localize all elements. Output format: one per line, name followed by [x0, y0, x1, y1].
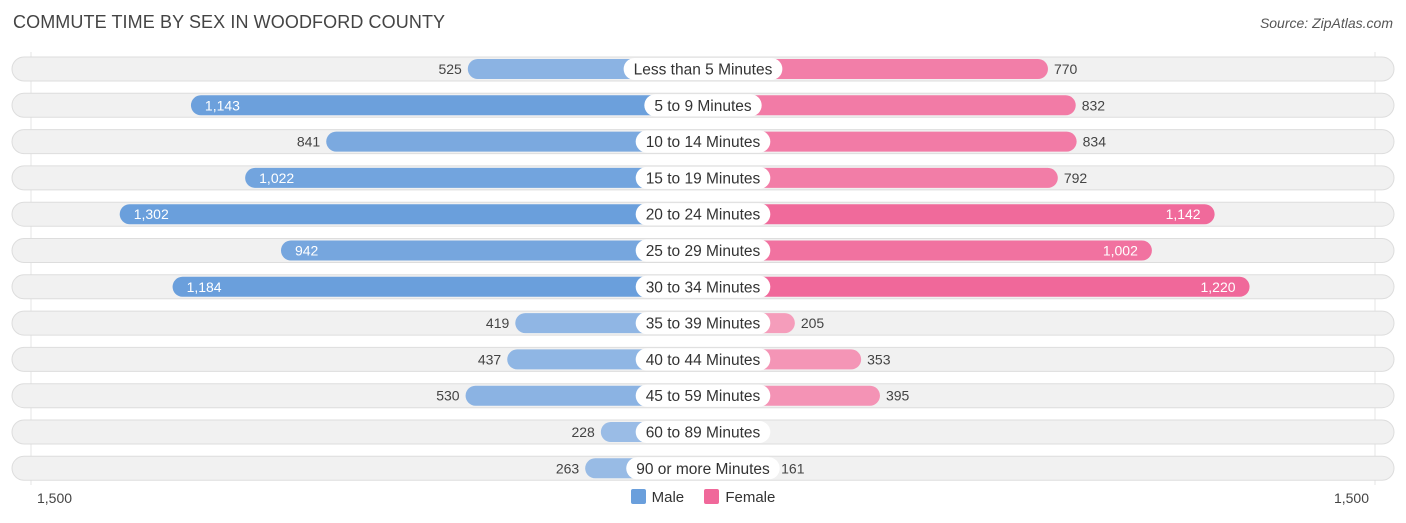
data-label-male: 841 — [297, 134, 321, 150]
data-label-female: 353 — [867, 351, 891, 367]
category-label: Less than 5 Minutes — [634, 62, 773, 79]
chart-row: 1,302 1,142 20 to 24 Minutes — [11, 201, 1395, 227]
legend-swatch-female — [704, 488, 720, 504]
bar-male — [119, 204, 704, 225]
data-label-male: 263 — [556, 460, 580, 476]
chart-row: 263 161 90 or more Minutes — [11, 455, 1395, 481]
category-label: 40 to 44 Minutes — [646, 352, 761, 369]
category-label: 15 to 19 Minutes — [646, 170, 761, 187]
bar-female — [703, 204, 1215, 225]
chart-row: 2287860 to 89 Minutes — [11, 419, 1395, 445]
category-pill — [635, 130, 771, 153]
category-label: 30 to 34 Minutes — [646, 279, 761, 296]
data-label-male: 419 — [486, 315, 510, 331]
category-pill — [635, 203, 771, 226]
data-label-female: 205 — [801, 315, 825, 331]
category-pill — [635, 421, 771, 443]
bar-male — [280, 240, 703, 261]
bar-male — [245, 167, 704, 188]
legend-swatch-male — [630, 488, 646, 504]
category-label: 25 to 29 Minutes — [646, 243, 761, 260]
data-label-male: 1,022 — [259, 170, 294, 186]
bar-female — [703, 276, 1250, 297]
data-label-female: 1,002 — [1103, 243, 1138, 259]
category-pill — [635, 348, 771, 371]
category-pill — [635, 239, 771, 262]
category-label: 35 to 39 Minutes — [646, 316, 761, 333]
category-pill — [635, 384, 771, 407]
legend-item-female[interactable]: Female — [704, 488, 776, 506]
category-label: 90 or more Minutes — [636, 461, 770, 478]
bar-female — [703, 167, 1058, 188]
category-label: 60 to 89 Minutes — [646, 425, 761, 442]
legend-label-female: Female — [725, 488, 776, 506]
data-label-female: 161 — [781, 460, 805, 476]
data-label-male: 228 — [571, 424, 595, 440]
category-pill — [644, 94, 762, 117]
data-label-female: 770 — [1054, 61, 1078, 77]
source-note: Source: ZipAtlas.com — [1259, 15, 1393, 31]
chart-row: 530 395 45 to 59 Minutes — [11, 383, 1395, 409]
axis-left-label: 1,500 — [37, 490, 73, 506]
chart-row: 437 353 40 to 44 Minutes — [11, 346, 1395, 372]
data-label-male: 437 — [478, 351, 502, 367]
axis-right-label: 1,500 — [1333, 490, 1369, 506]
data-label-male: 525 — [438, 61, 462, 77]
category-pill — [623, 58, 783, 80]
bar-female — [703, 240, 1152, 261]
data-label-male: 1,184 — [187, 279, 222, 295]
chart-row: 1,184 1,220 30 to 34 Minutes — [11, 274, 1395, 300]
data-label-female: 834 — [1083, 134, 1107, 150]
category-pill — [635, 312, 771, 335]
chart-area: 525 770 Less than 5 Minutes 1,143 832 5 to 9 … — [11, 52, 1395, 485]
bar-female — [703, 131, 1077, 152]
chart-row: 419 205 35 to 39 Minutes — [11, 310, 1395, 336]
data-label-female: 1,142 — [1166, 206, 1201, 222]
legend-item-male[interactable]: Male — [630, 488, 685, 506]
data-label-female: 395 — [886, 388, 910, 404]
bar-male — [190, 95, 703, 116]
data-label-female: 1,220 — [1201, 279, 1236, 295]
chart-row: 942 1,002 25 to 29 Minutes — [11, 238, 1395, 263]
bar-male — [326, 131, 703, 152]
category-label: 45 to 59 Minutes — [646, 388, 761, 405]
legend: Male Female — [0, 488, 1406, 506]
bar-female — [703, 95, 1076, 116]
data-label-female: 832 — [1082, 97, 1106, 113]
chart-row: 1,022 792 15 to 19 Minutes — [11, 165, 1395, 191]
category-pill — [626, 457, 780, 480]
data-label-female: 792 — [1064, 170, 1088, 186]
chart-title: COMMUTE TIME BY SEX IN WOODFORD COUNTY — [13, 12, 446, 32]
data-label-male: 942 — [295, 243, 319, 259]
chart-row: 841 834 10 to 14 Minutes — [11, 129, 1395, 155]
category-label: 10 to 14 Minutes — [646, 134, 761, 151]
data-label-male: 1,143 — [205, 97, 240, 113]
category-pill — [635, 275, 771, 298]
chart-row: 1,143 832 5 to 9 Minutes — [11, 92, 1395, 118]
data-label-male: 530 — [436, 388, 460, 404]
category-pill — [635, 166, 771, 189]
bar-female — [703, 59, 1048, 79]
bar-male — [172, 276, 703, 297]
data-label-male: 1,302 — [134, 206, 169, 222]
chart-row: 525 770 Less than 5 Minutes — [11, 56, 1395, 82]
legend-label-male: Male — [651, 488, 685, 506]
category-label: 20 to 24 Minutes — [646, 207, 761, 224]
category-label: 5 to 9 Minutes — [654, 98, 752, 115]
